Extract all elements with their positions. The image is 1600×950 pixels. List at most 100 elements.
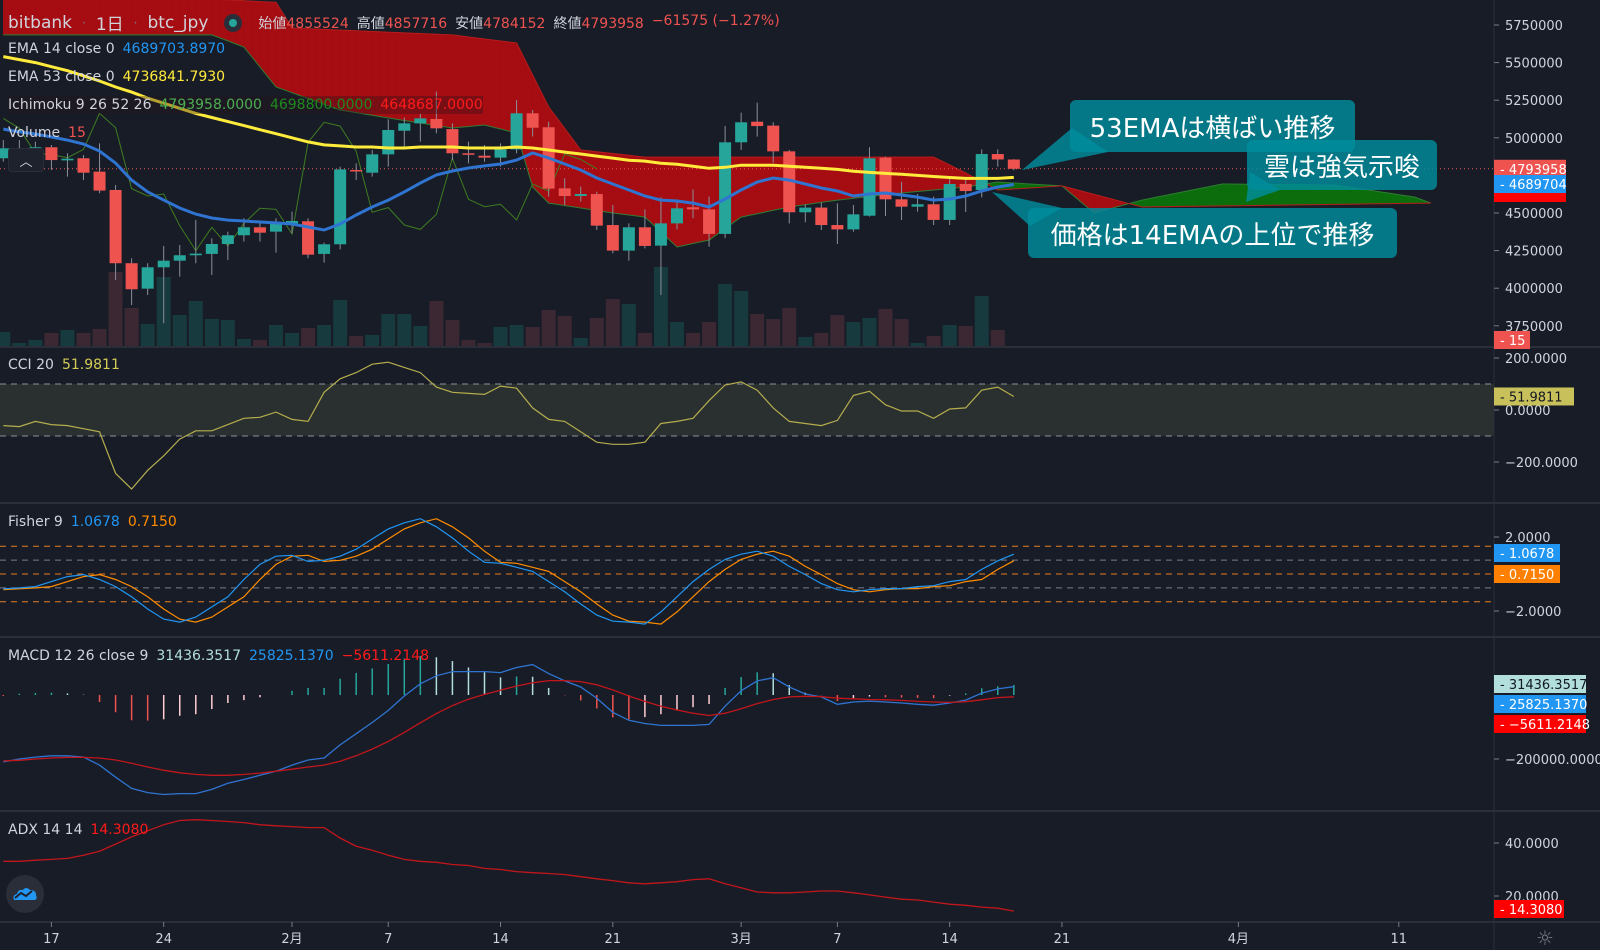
cloud-segment <box>1366 189 1376 205</box>
legend-macd[interactable]: MACD 12 26 close 9 31436.3517 25825.1370… <box>8 647 429 665</box>
candle-down <box>77 158 90 173</box>
cloud-segment <box>1358 188 1367 205</box>
annotation-cloud-bullish[interactable]: 雲は強気示唆 <box>1247 140 1437 190</box>
cloud-segment <box>492 39 501 130</box>
legend-trigger-value: 0.7150 <box>127 514 177 530</box>
volume-bar <box>285 333 300 347</box>
candle-up <box>189 253 202 256</box>
candle-up <box>269 223 282 232</box>
volume-bar <box>413 326 428 347</box>
macd-signal-label-bg <box>1494 715 1586 733</box>
cloud-segment <box>636 155 646 218</box>
cloud-segment <box>444 34 453 129</box>
candle-up <box>334 169 347 245</box>
cci-tick-label: −200.0000 <box>1505 456 1578 471</box>
volume-bar <box>204 319 219 347</box>
cloud-segment <box>291 27 301 97</box>
cloud-segment <box>804 156 814 206</box>
legend-title: Fisher 9 <box>8 514 63 530</box>
volume-bar <box>268 325 283 347</box>
candle-down <box>815 207 828 226</box>
candle-up <box>943 183 956 220</box>
volume-bar <box>942 325 957 347</box>
macd-value-label: - 25825.1370 <box>1500 698 1587 713</box>
candle-down <box>125 263 138 290</box>
candle-down <box>703 209 716 234</box>
time-tick-label: 14 <box>941 932 958 947</box>
ichimoku-span-b-line <box>223 0 1431 208</box>
candle-up <box>61 158 74 161</box>
ema14-price-label: - 4689704 <box>1500 178 1567 193</box>
legend-title: EMA 14 close 0 <box>8 41 115 57</box>
cloud-segment <box>933 156 942 191</box>
adx-tick-label: 40.0000 <box>1505 837 1559 852</box>
volume-bar <box>702 322 717 347</box>
cloud-segment <box>1374 190 1384 205</box>
collapse-legend-button[interactable]: ︿ <box>8 148 44 172</box>
annotation-price-above-ema14[interactable]: 価格は14EMAの上位で推移 <box>1028 208 1397 258</box>
legend-fisher[interactable]: Fisher 9 1.0678 0.7150 <box>8 513 177 531</box>
volume-bar <box>140 324 155 347</box>
legend-span-a-value: 4698800.0000 <box>269 97 373 113</box>
symbol-header[interactable]: bitbank · 1日 · btc_jpy 始値4855524 高値48577… <box>8 10 780 36</box>
legend-ichimoku[interactable]: Ichimoku 9 26 52 26 4793958.0000 4698800… <box>8 96 483 114</box>
cloud-segment <box>925 156 934 192</box>
macd-histogram-label: - 31436.3517 <box>1500 678 1587 693</box>
tradingview-logo[interactable] <box>6 875 44 913</box>
indicator-panes <box>0 361 1494 912</box>
settings-gear-icon[interactable]: ☼ <box>1536 926 1554 950</box>
adx-line <box>3 819 1014 912</box>
volume-price-label-bg <box>1494 331 1530 349</box>
cloud-segment <box>1222 183 1231 207</box>
candle-down <box>45 147 58 161</box>
volume-price-label: - 15 <box>1500 334 1525 349</box>
separator-dot: · <box>133 15 138 30</box>
volume-bar <box>637 333 652 347</box>
volume-bar <box>734 291 749 347</box>
candle-up <box>847 214 860 230</box>
candle-down <box>767 125 780 152</box>
volume-bar <box>846 322 861 347</box>
price-pane[interactable] <box>0 55 1494 324</box>
candle-down <box>751 121 764 127</box>
legend-adx[interactable]: ADX 14 14 14.3080 <box>8 821 148 839</box>
time-tick-label: 14 <box>492 932 509 947</box>
adx-value-label-bg <box>1494 900 1564 918</box>
candle-down <box>462 153 475 155</box>
cloud-segment <box>1165 193 1175 207</box>
cloud-segment <box>572 138 582 209</box>
interval-label[interactable]: 1日 <box>95 15 124 35</box>
price-tick-label: 5500000 <box>1505 57 1563 72</box>
ema14-line <box>3 127 1015 232</box>
legend-ema53[interactable]: EMA 53 close 0 4736841.7930 <box>8 68 225 86</box>
volume-bar <box>862 318 877 347</box>
volume-bar <box>76 333 91 347</box>
volume-bar <box>28 340 43 347</box>
volume-bar <box>894 319 909 347</box>
time-tick-label: 7 <box>833 932 841 947</box>
fisher-trigger-line <box>3 518 1015 625</box>
cloud-segment <box>628 154 638 217</box>
symbol-name: btc_jpy <box>147 12 209 33</box>
macd-histogram-label-bg <box>1494 675 1586 693</box>
time-tick-label: 11 <box>1391 932 1408 947</box>
candle-up <box>799 207 812 213</box>
legend-cci[interactable]: CCI 20 51.9811 <box>8 356 120 374</box>
volume-bar <box>990 330 1005 347</box>
volume-bar <box>766 319 781 347</box>
price-tick-label: 4250000 <box>1505 245 1563 260</box>
macd-signal-label: - −5611.2148 <box>1500 718 1590 733</box>
volume-bar <box>317 325 332 347</box>
candle-up <box>735 122 748 143</box>
legend-fisher-value: 1.0678 <box>70 514 120 530</box>
cci-tick-label: 0.0000 <box>1505 404 1551 419</box>
macd-value-label-bg <box>1494 695 1586 713</box>
volume-bar <box>573 338 588 347</box>
volume-bar <box>525 327 540 347</box>
candle-up <box>494 149 507 158</box>
cloud-segment <box>821 156 830 203</box>
legend-ema14[interactable]: EMA 14 close 0 4689703.8970 <box>8 40 225 58</box>
candle-down <box>638 227 651 246</box>
legend-volume[interactable]: Volume 15 <box>8 124 86 142</box>
